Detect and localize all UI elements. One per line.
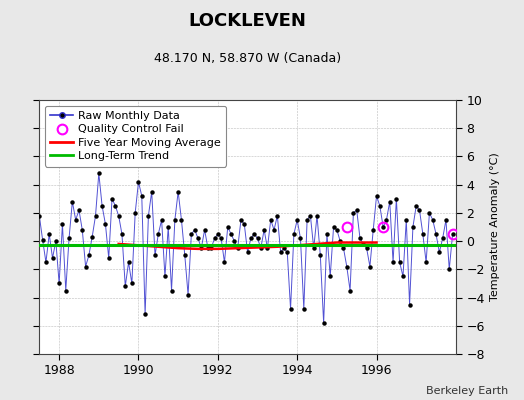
Text: 48.170 N, 58.870 W (Canada): 48.170 N, 58.870 W (Canada) bbox=[154, 52, 341, 65]
Y-axis label: Temperature Anomaly (°C): Temperature Anomaly (°C) bbox=[490, 153, 500, 301]
Text: LOCKLEVEN: LOCKLEVEN bbox=[189, 12, 307, 30]
Legend: Raw Monthly Data, Quality Control Fail, Five Year Moving Average, Long-Term Tren: Raw Monthly Data, Quality Control Fail, … bbox=[45, 106, 226, 167]
Text: Berkeley Earth: Berkeley Earth bbox=[426, 386, 508, 396]
